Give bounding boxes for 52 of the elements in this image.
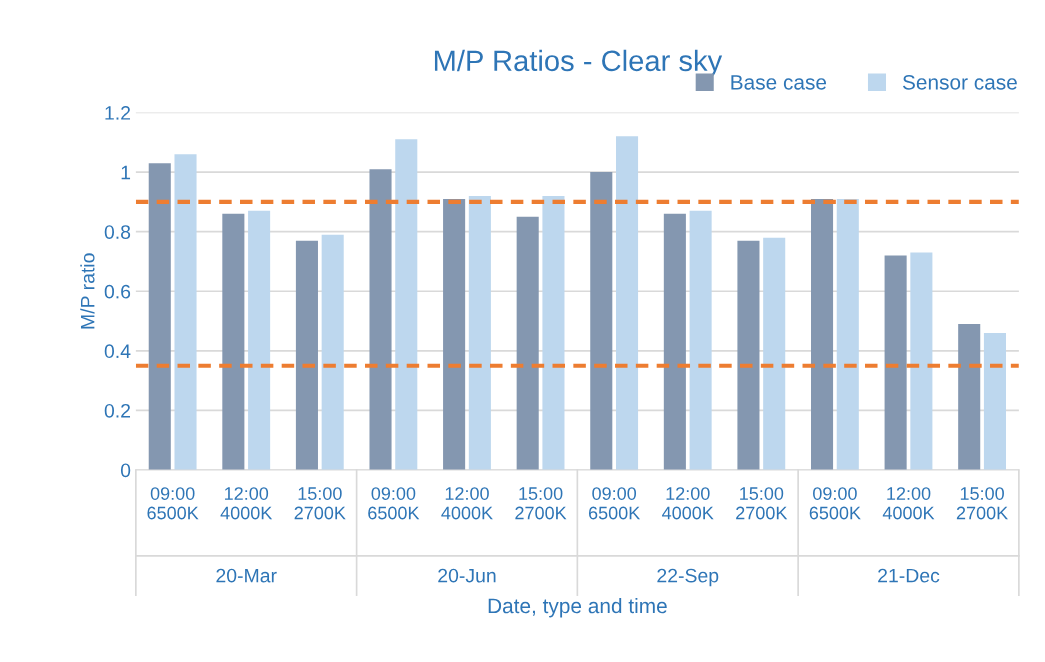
x-tick-label: 12:00 4000K (662, 487, 714, 520)
y-axis-title: M/P ratio (80, 253, 95, 329)
bar (763, 237, 786, 471)
bar (148, 163, 171, 471)
x-tick-label: 15:00 2700K (515, 487, 567, 520)
bar (395, 139, 418, 471)
text: 21-Dec (878, 568, 940, 583)
chart-title: M/P Ratios - Clear sky (434, 49, 723, 77)
x-tick-label: 09:00 6500K (588, 487, 641, 520)
bar (590, 172, 613, 471)
text: 20-Mar (216, 568, 277, 583)
x-tick-label: 15:00 2700K (736, 487, 788, 520)
bar (910, 252, 933, 471)
bar (542, 195, 565, 471)
bar (174, 154, 197, 471)
bar (295, 240, 318, 471)
bar (663, 213, 686, 471)
x-tick-label: 15:00 2700K (956, 487, 1008, 520)
text: 20-Jun (438, 568, 496, 583)
x-tick-label: 12:00 4000K (220, 487, 273, 520)
x-tick-label: 09:00 6500K (809, 487, 861, 520)
x-tick-label: 09:00 6500K (147, 487, 199, 520)
y-tick-label: 0.6 (104, 284, 131, 299)
bar (248, 210, 271, 471)
bar (737, 240, 760, 471)
bar (983, 332, 1006, 471)
text: 22-Sep (657, 568, 719, 587)
bar (516, 216, 539, 471)
legend-label: Base case (731, 75, 827, 90)
bar (468, 195, 491, 471)
y-tick-label: 1 (121, 165, 131, 180)
bar (958, 324, 981, 471)
y-tick-label: 0.8 (104, 225, 131, 239)
bar (836, 198, 859, 471)
bar (369, 169, 392, 471)
y-tick-label: 1.2 (105, 106, 131, 120)
x-tick-label: 09:00 6500K (368, 487, 420, 520)
x-tick-label: 12:00 4000K (441, 487, 493, 520)
x-tick-label: 12:00 4000K (882, 487, 935, 520)
y-tick-label: 0.4 (104, 344, 131, 359)
bar (689, 210, 712, 471)
y-tick-label: 0 (120, 463, 131, 478)
bar (615, 136, 639, 471)
bar (321, 234, 344, 471)
legend-label: Sensor case (902, 74, 1017, 90)
x-tick-label: 15:00 2700K (294, 487, 346, 520)
bar (884, 255, 907, 471)
y-tick-label: 0.2 (104, 403, 131, 418)
x-axis-title: Date, type and time (488, 597, 667, 618)
bar (811, 198, 834, 471)
bar (443, 198, 466, 471)
bar (222, 213, 245, 471)
